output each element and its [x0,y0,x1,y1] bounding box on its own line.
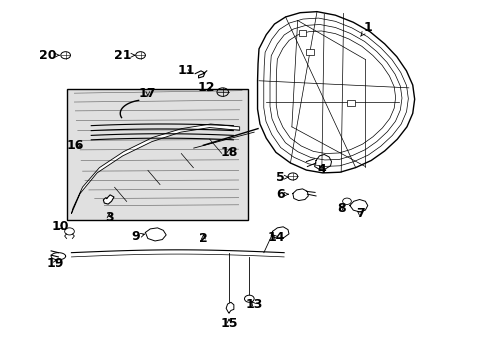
Bar [298,30,306,36]
Bar [305,49,313,54]
Text: 12: 12 [197,81,214,94]
Text: 19: 19 [46,257,63,270]
Text: 6: 6 [276,188,287,201]
Text: 13: 13 [245,298,263,311]
Circle shape [342,198,350,204]
Text: 21: 21 [114,49,135,62]
Text: 10: 10 [51,220,68,233]
Text: 20: 20 [39,49,59,62]
Circle shape [244,295,254,302]
Polygon shape [103,195,114,204]
Polygon shape [225,302,233,313]
Text: 9: 9 [131,230,144,243]
Text: 7: 7 [355,207,364,220]
Text: 4: 4 [317,163,325,176]
Text: 14: 14 [266,231,284,244]
Bar [346,100,354,105]
Circle shape [287,173,297,180]
Text: 18: 18 [220,146,237,159]
Text: 5: 5 [276,171,287,184]
FancyBboxPatch shape [66,89,247,220]
Text: 1: 1 [360,21,371,36]
Text: 15: 15 [220,317,237,330]
Text: 16: 16 [66,139,84,152]
Text: 11: 11 [177,64,195,77]
Circle shape [64,228,74,235]
Text: 17: 17 [139,87,156,100]
Polygon shape [71,124,239,214]
Text: 2: 2 [199,232,207,245]
Text: 8: 8 [336,202,345,215]
Text: 3: 3 [104,211,113,224]
